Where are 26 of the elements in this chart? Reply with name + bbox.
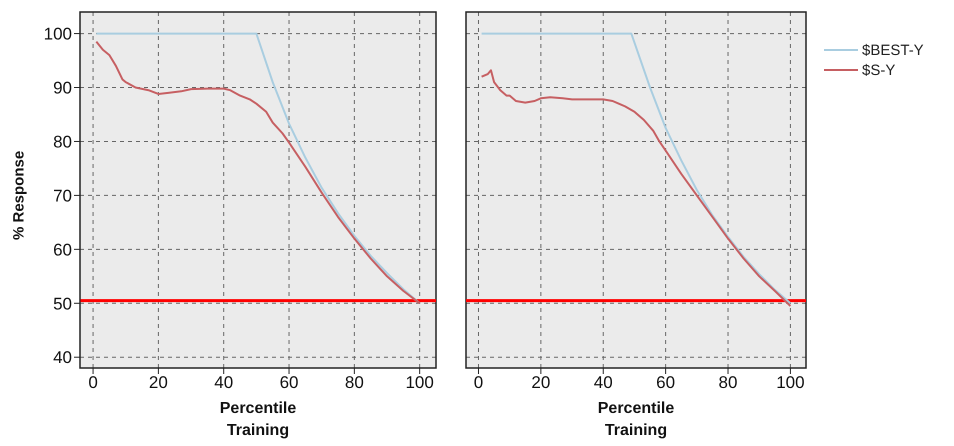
y-tick-label: 60 <box>53 240 72 260</box>
x-tick-label: 0 <box>474 373 484 392</box>
x-tick-label: 0 <box>88 373 98 392</box>
x-tick-label: 20 <box>148 373 168 392</box>
y-tick-label: 70 <box>53 186 72 206</box>
x-tick-label: 60 <box>656 373 676 392</box>
x-tick-label: 100 <box>776 373 805 392</box>
x-axis-title: Percentile <box>596 399 676 419</box>
x-tick-label: 40 <box>594 373 613 392</box>
y-tick-label: 80 <box>53 132 72 152</box>
y-tick-label: 100 <box>44 24 72 44</box>
y-tick-label: 40 <box>53 348 72 368</box>
y-tick-label: 50 <box>53 294 72 314</box>
text: Training <box>604 421 668 441</box>
legend-label: $BEST-Y <box>862 42 924 58</box>
y-tick-label: 90 <box>53 78 72 98</box>
text: Training <box>226 421 290 441</box>
x-tick-label: 60 <box>280 373 298 392</box>
x-tick-label: 100 <box>405 373 434 392</box>
x-tick-label: 40 <box>214 373 234 392</box>
x-tick-label: 80 <box>344 373 364 392</box>
legend-label: $S-Y <box>862 62 896 78</box>
x-tick-label: 80 <box>718 373 738 392</box>
x-axis-title: Percentile <box>218 399 298 419</box>
y-axis-title: % Response <box>10 150 28 240</box>
x-tick-label: 20 <box>531 373 550 392</box>
